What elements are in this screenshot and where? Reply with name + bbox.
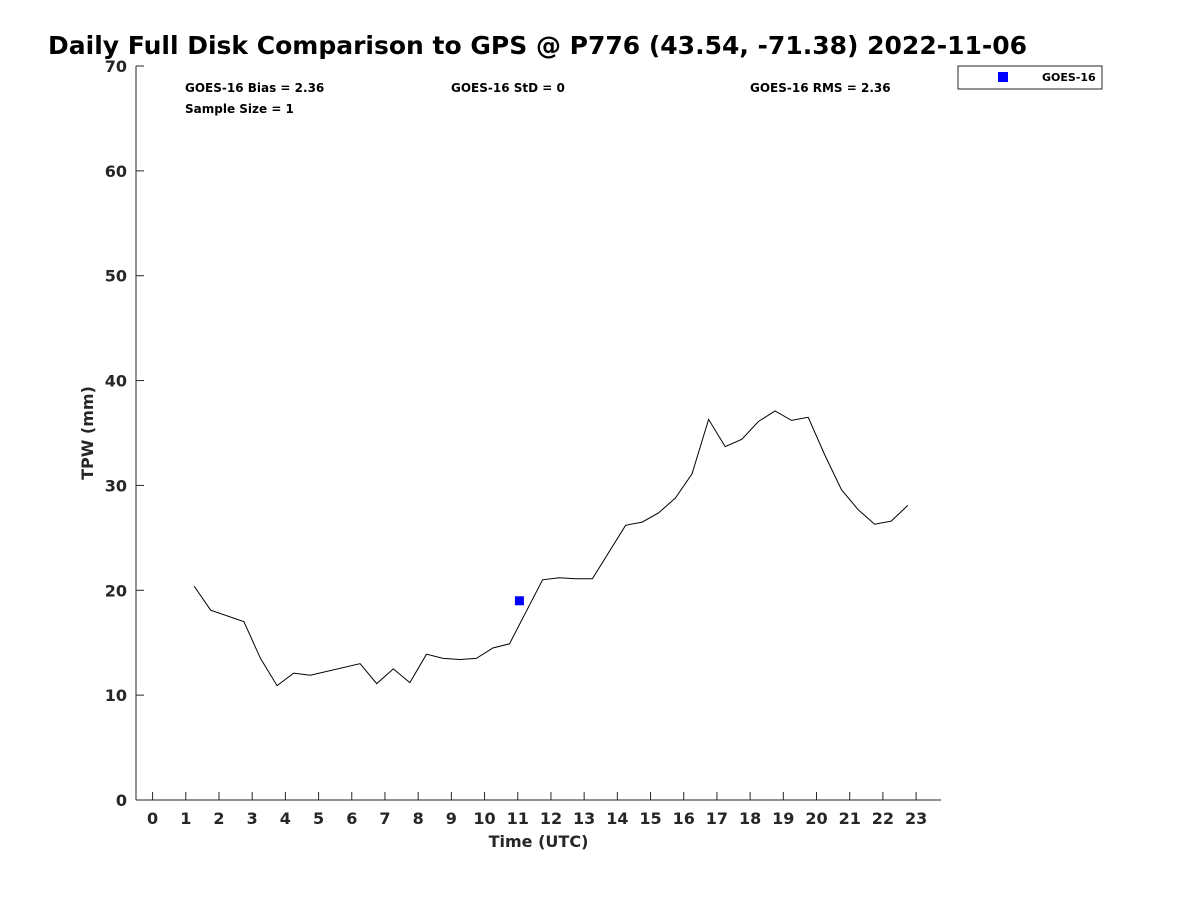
- chart-title: Daily Full Disk Comparison to GPS @ P776…: [48, 31, 1027, 60]
- x-tick-label: 4: [280, 809, 291, 828]
- y-tick-label: 30: [105, 476, 127, 495]
- x-tick-label: 7: [379, 809, 390, 828]
- y-tick-label: 40: [105, 372, 127, 391]
- gps-tpw-line: [193, 410, 909, 687]
- x-tick-label: 18: [739, 809, 761, 828]
- x-tick-label: 19: [772, 809, 794, 828]
- x-axis-label: Time (UTC): [489, 832, 589, 851]
- x-tick-label: 0: [147, 809, 158, 828]
- x-tick-label: 15: [639, 809, 661, 828]
- x-tick-label: 23: [905, 809, 927, 828]
- x-tick-label: 20: [805, 809, 827, 828]
- goes16-point: [514, 596, 524, 606]
- legend-label-goes16: GOES-16: [1042, 71, 1096, 84]
- x-tick-label: 14: [606, 809, 628, 828]
- x-tick-label: 10: [473, 809, 495, 828]
- sample-size-stat: Sample Size = 1: [185, 102, 294, 116]
- x-tick-label: 13: [573, 809, 595, 828]
- x-tick-label: 16: [673, 809, 695, 828]
- rms-stat: GOES-16 RMS = 2.36: [750, 81, 891, 95]
- bias-stat: GOES-16 Bias = 2.36: [185, 81, 324, 95]
- x-tick-label: 6: [346, 809, 357, 828]
- y-tick-label: 10: [105, 686, 127, 705]
- statistics-panel: GOES-16 Bias = 2.36 Sample Size = 1 GOES…: [185, 81, 891, 116]
- x-axis-ticks: 0 1 2 3 4 5 6 7 8 9 10 11 12 13 14 15 16 17 18 19 20 21 22 23: [147, 792, 927, 828]
- legend-box: [957, 65, 1103, 90]
- x-tick-label: 22: [872, 809, 894, 828]
- std-stat: GOES-16 StD = 0: [451, 81, 565, 95]
- x-tick-label: 2: [213, 809, 224, 828]
- x-tick-label: 1: [180, 809, 191, 828]
- x-tick-label: 3: [247, 809, 258, 828]
- legend-swatch-goes16: [998, 72, 1008, 82]
- y-axis-label: TPW (mm): [78, 386, 97, 480]
- y-tick-label: 20: [105, 581, 127, 600]
- y-tick-label: 60: [105, 162, 127, 181]
- x-tick-label: 8: [413, 809, 424, 828]
- legend: GOES-16: [957, 65, 1103, 90]
- x-tick-label: 11: [507, 809, 529, 828]
- data-series: [193, 410, 909, 687]
- x-tick-label: 5: [313, 809, 324, 828]
- x-tick-label: 12: [540, 809, 562, 828]
- y-tick-label: 70: [105, 57, 127, 76]
- y-axis-ticks: 0 10 20 30 40 50 60 70: [105, 57, 144, 810]
- x-tick-label: 17: [706, 809, 728, 828]
- y-tick-label: 0: [116, 791, 127, 810]
- x-tick-label: 9: [446, 809, 457, 828]
- y-tick-label: 50: [105, 267, 127, 286]
- x-tick-label: 21: [839, 809, 861, 828]
- axes: 0 1 2 3 4 5 6 7 8 9 10 11 12 13 14 15 16 17 18 19 20 21 22 23 0…: [105, 57, 941, 828]
